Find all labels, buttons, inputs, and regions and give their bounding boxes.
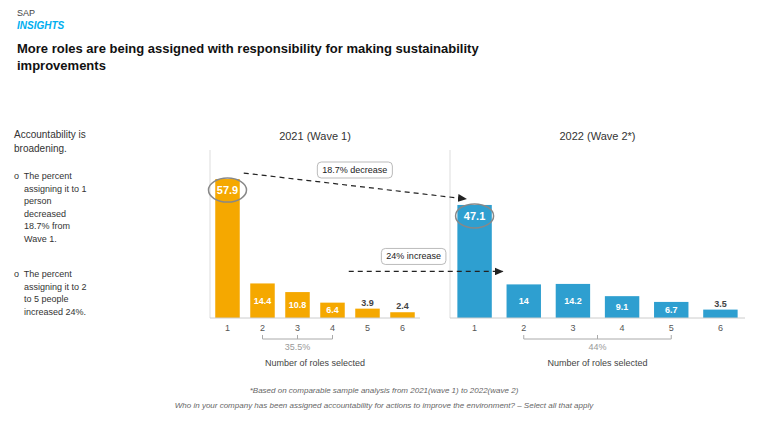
x-tick-label: 4: [330, 323, 335, 333]
x-tick-label: 1: [225, 323, 230, 333]
side-note: o The percent assigning it to 1 person d…: [14, 170, 87, 246]
bar: [215, 179, 240, 318]
brand: SAP: [17, 8, 35, 18]
data-label: 2.4: [396, 301, 409, 311]
brace-label: 35.5%: [285, 342, 311, 352]
x-tick-label: 5: [669, 323, 674, 333]
brace-label: 44%: [588, 342, 606, 352]
bar: [355, 309, 380, 318]
highlight-ring: [209, 178, 247, 202]
bars: [457, 205, 737, 318]
x-axis-line: [210, 318, 420, 319]
x-tick-label: 5: [365, 323, 370, 333]
data-label: 47.1: [464, 210, 485, 222]
bar: [703, 310, 737, 318]
data-label: 6.7: [665, 305, 678, 315]
bar: [457, 205, 491, 318]
chart-canvas: 1 2 3 4 5 6 2021 (Wave 1) Number of roles selec…: [0, 0, 768, 432]
chart-title: 2022 (Wave 2*): [559, 130, 635, 142]
comparison-annotation: 24% increase: [349, 248, 503, 271]
x-tick-label: 6: [718, 323, 723, 333]
x-tick-label: 3: [295, 323, 300, 333]
side-note: Accountability is broadening.: [14, 128, 86, 156]
data-label: 3.5: [714, 299, 727, 309]
bar: [390, 312, 415, 318]
chart-title: 2021 (Wave 1): [279, 130, 351, 142]
brace: 35.5%: [263, 335, 333, 352]
bar: [250, 283, 275, 318]
bar: [654, 302, 688, 318]
bar: [285, 292, 310, 318]
bar: [507, 284, 541, 318]
data-label: 3.9: [361, 298, 374, 308]
arrow: [349, 271, 503, 272]
brace: 44%: [524, 335, 672, 352]
annotation-box: [381, 248, 446, 264]
highlight-ring: [456, 204, 494, 228]
annotation: 24% increase: [386, 251, 441, 261]
x-axis-label: Number of roles selected: [547, 358, 647, 368]
data-label: 14.4: [254, 296, 272, 306]
data-label: 9.1: [616, 302, 629, 312]
comparison-annotation: 18.7% decrease: [244, 162, 466, 199]
x-tick-label: 3: [570, 323, 575, 333]
bar: [556, 284, 590, 318]
data-label: 6.4: [326, 305, 339, 315]
data-label: 10.8: [289, 300, 307, 310]
side-note: o The percent assigning it to 2 to 5 peo…: [14, 268, 87, 318]
annotation: 18.7% decrease: [322, 165, 387, 175]
brand-tagline: INSIGHTS: [17, 20, 64, 31]
footnote: Who in your company has been assigned ac…: [0, 401, 768, 410]
brace-line: [263, 335, 333, 339]
data-label: 57.9: [217, 184, 238, 196]
y-axis-line: [210, 150, 211, 318]
x-axis-line: [450, 318, 745, 319]
x-tick-label: 6: [400, 323, 405, 333]
footnote: *Based on comparable sample analysis fro…: [0, 386, 768, 395]
y-axis-line: [450, 150, 451, 318]
bar: [320, 303, 345, 318]
x-axis-label: Number of roles selected: [265, 358, 365, 368]
data-label: 14: [519, 296, 529, 306]
data-label: 14.2: [564, 296, 582, 306]
bar: [605, 296, 639, 318]
brace-line: [524, 335, 672, 339]
x-tick-label: 2: [260, 323, 265, 333]
chart: 1 2 3 4 5 6 2022 (Wave 2*) Number of roles sele…: [450, 130, 745, 368]
title: More roles are being assigned with respo…: [17, 40, 757, 74]
page: 1 2 3 4 5 6 2021 (Wave 1) Number of roles selec…: [0, 0, 768, 432]
annotation-box: [317, 162, 392, 178]
x-tick-label: 2: [521, 323, 526, 333]
x-tick-label: 4: [620, 323, 625, 333]
x-tick-label: 1: [472, 323, 477, 333]
